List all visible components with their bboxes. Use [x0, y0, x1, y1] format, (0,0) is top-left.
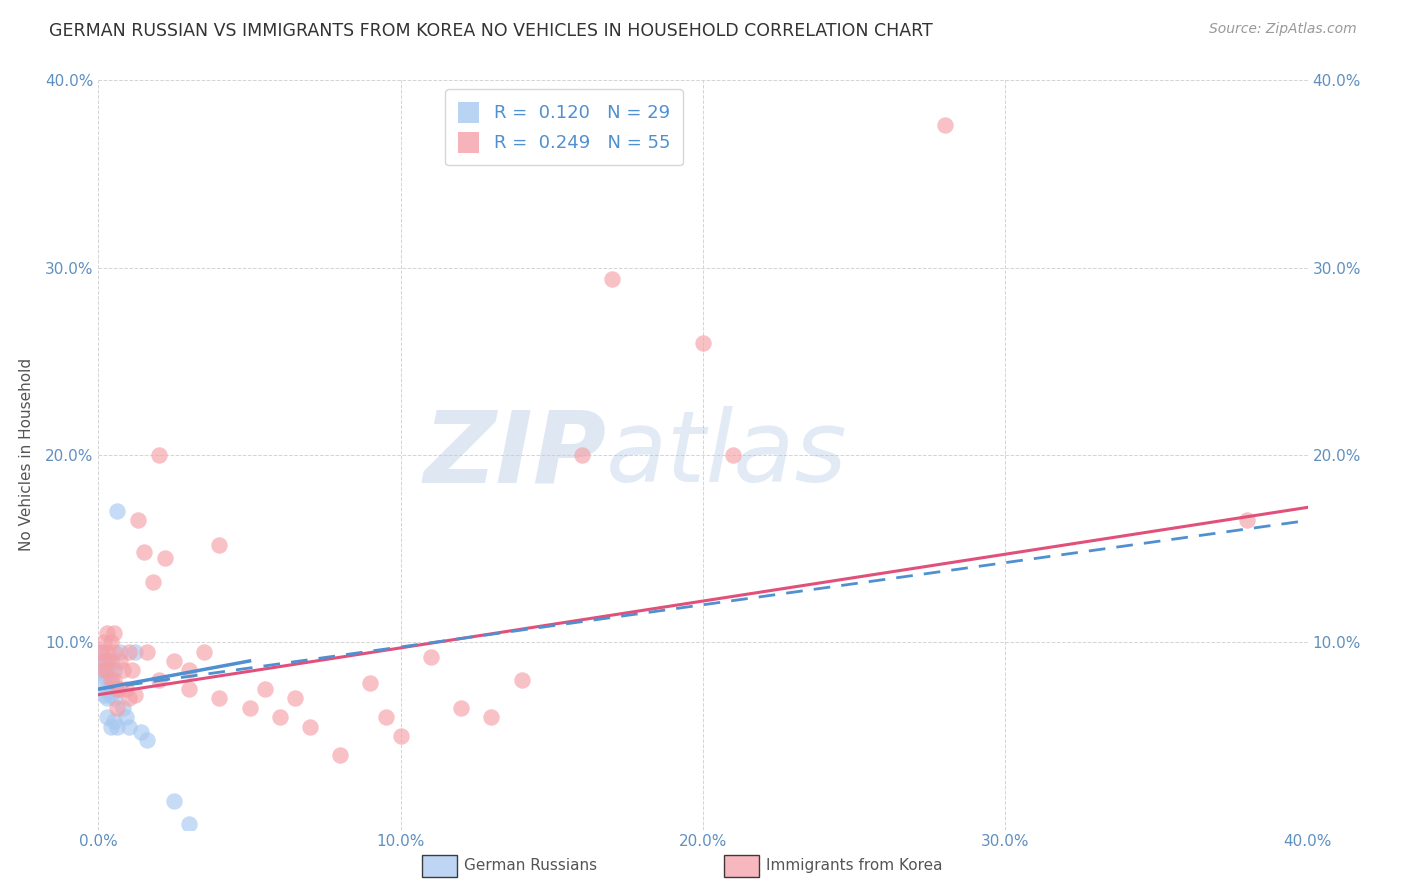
Point	[118, 644, 141, 658]
Point	[105, 719, 128, 733]
Point	[420, 650, 443, 665]
Point	[163, 654, 186, 668]
Point	[93, 664, 115, 678]
Point	[96, 664, 118, 678]
Point	[934, 118, 956, 132]
Point	[124, 688, 146, 702]
Text: German Russians: German Russians	[464, 858, 598, 872]
Point	[100, 719, 122, 733]
Point	[93, 654, 115, 668]
Point	[118, 719, 141, 733]
Point	[90, 664, 112, 678]
Point	[96, 682, 118, 697]
Point	[129, 725, 152, 739]
Point	[239, 701, 262, 715]
Point	[121, 664, 143, 678]
Point	[93, 635, 115, 649]
Point	[208, 691, 231, 706]
Point	[269, 710, 291, 724]
Point	[105, 682, 128, 697]
Point	[723, 448, 745, 462]
Point	[389, 729, 412, 743]
Point	[148, 673, 170, 687]
Point	[103, 644, 125, 658]
Point	[100, 673, 122, 687]
Point	[374, 710, 396, 724]
Text: atlas: atlas	[606, 407, 848, 503]
Point	[163, 795, 186, 809]
Point	[100, 688, 122, 702]
Point	[108, 654, 131, 668]
Point	[100, 654, 122, 668]
Point	[96, 644, 118, 658]
Point	[103, 626, 125, 640]
Point	[96, 691, 118, 706]
Point	[118, 691, 141, 706]
Point	[299, 719, 322, 733]
Point	[135, 732, 157, 747]
Point	[108, 682, 131, 697]
Point	[127, 514, 149, 528]
Point	[96, 654, 118, 668]
Point	[142, 575, 165, 590]
Point	[108, 644, 131, 658]
Point	[360, 676, 382, 690]
Point	[105, 682, 128, 697]
Point	[103, 691, 125, 706]
Point	[179, 682, 201, 697]
Point	[571, 448, 593, 462]
Point	[93, 654, 115, 668]
Text: GERMAN RUSSIAN VS IMMIGRANTS FROM KOREA NO VEHICLES IN HOUSEHOLD CORRELATION CHA: GERMAN RUSSIAN VS IMMIGRANTS FROM KOREA …	[49, 22, 934, 40]
Point	[153, 551, 176, 566]
Point	[93, 688, 115, 702]
Point	[114, 710, 136, 724]
Point	[90, 644, 112, 658]
Point	[103, 664, 125, 678]
Point	[96, 626, 118, 640]
Legend: R =  0.120   N = 29, R =  0.249   N = 55: R = 0.120 N = 29, R = 0.249 N = 55	[446, 89, 683, 165]
Point	[510, 673, 533, 687]
Text: ZIP: ZIP	[423, 407, 606, 503]
Point	[103, 714, 125, 728]
Point	[1236, 514, 1258, 528]
Point	[90, 644, 112, 658]
Point	[100, 635, 122, 649]
Point	[105, 701, 128, 715]
Point	[135, 644, 157, 658]
Point	[114, 682, 136, 697]
Point	[481, 710, 503, 724]
Point	[111, 701, 134, 715]
Point	[132, 545, 155, 559]
Point	[602, 272, 624, 286]
Point	[179, 664, 201, 678]
Point	[208, 538, 231, 552]
Point	[103, 673, 125, 687]
Y-axis label: No Vehicles in Household: No Vehicles in Household	[18, 359, 34, 551]
Point	[105, 504, 128, 518]
Point	[329, 747, 352, 762]
Point	[179, 817, 201, 831]
Point	[124, 644, 146, 658]
Point	[193, 644, 215, 658]
Point	[253, 682, 276, 697]
Point	[450, 701, 472, 715]
Point	[148, 448, 170, 462]
Point	[111, 664, 134, 678]
Point	[96, 664, 118, 678]
Text: Source: ZipAtlas.com: Source: ZipAtlas.com	[1209, 22, 1357, 37]
Point	[100, 673, 122, 687]
Text: Immigrants from Korea: Immigrants from Korea	[766, 858, 943, 872]
Point	[93, 669, 115, 683]
Point	[96, 710, 118, 724]
Point	[284, 691, 307, 706]
Point	[93, 676, 115, 690]
Point	[692, 335, 714, 350]
